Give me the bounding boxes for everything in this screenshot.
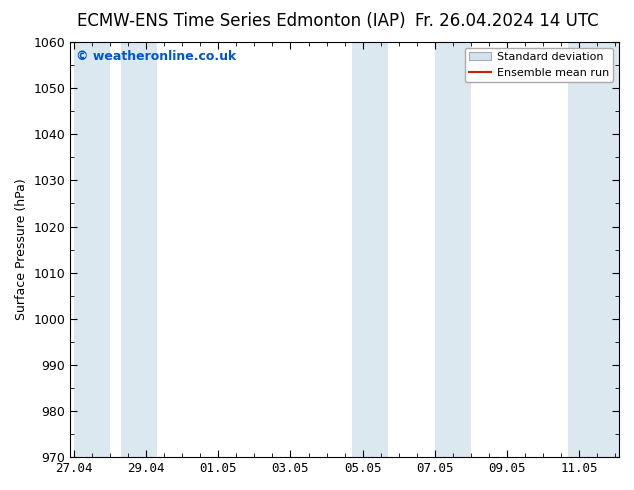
Bar	[74, 42, 110, 457]
Text: Fr. 26.04.2024 14 UTC: Fr. 26.04.2024 14 UTC	[415, 12, 599, 30]
Text: © weatheronline.co.uk: © weatheronline.co.uk	[76, 50, 236, 63]
Text: ECMW-ENS Time Series Edmonton (IAP): ECMW-ENS Time Series Edmonton (IAP)	[77, 12, 405, 30]
Bar	[435, 42, 471, 457]
Bar	[569, 42, 619, 457]
Bar	[121, 42, 157, 457]
Bar	[352, 42, 388, 457]
Legend: Standard deviation, Ensemble mean run: Standard deviation, Ensemble mean run	[465, 48, 614, 82]
Y-axis label: Surface Pressure (hPa): Surface Pressure (hPa)	[15, 179, 28, 320]
